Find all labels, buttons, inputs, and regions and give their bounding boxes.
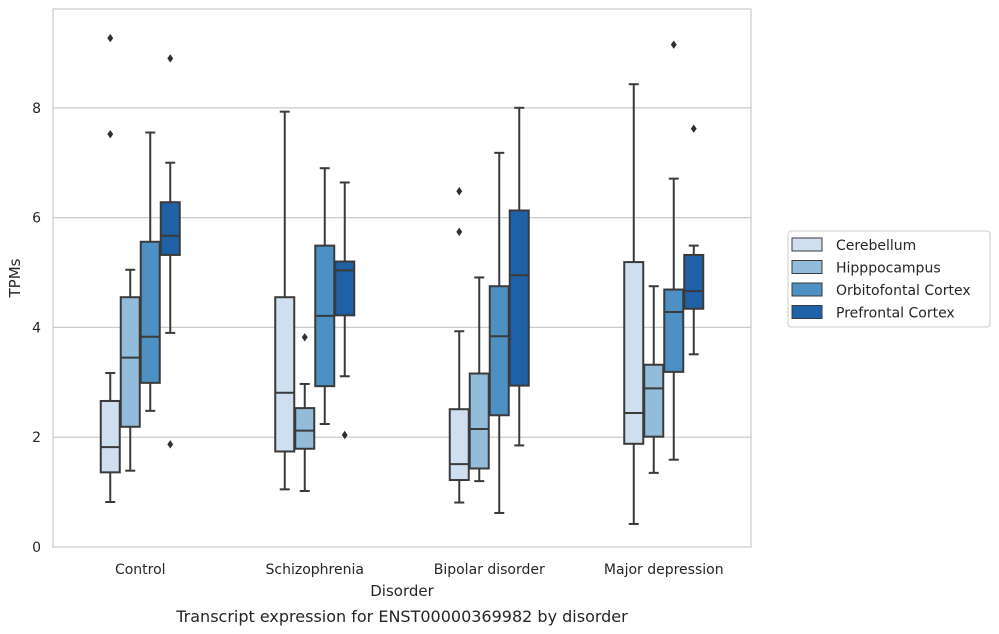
box-3-1 <box>643 285 665 474</box>
box-body <box>159 201 181 256</box>
box-0-0 <box>99 371 121 503</box>
outlier-point <box>670 40 677 49</box>
box-body <box>488 285 510 417</box>
box-body <box>448 408 470 482</box>
outlier-point <box>690 124 697 133</box>
outlier-point <box>107 129 114 139</box>
y-tick-label: 4 <box>32 320 41 336</box>
box-body <box>468 372 490 470</box>
box-1-2 <box>314 167 336 426</box>
x-tick-label: Bipolar disorder <box>434 562 545 578</box>
box-0-1 <box>119 268 141 472</box>
box-2-1 <box>468 276 490 483</box>
legend-label: Prefrontal Cortex <box>836 306 955 322</box>
legend-swatch <box>791 237 823 252</box>
legend-swatch <box>791 260 823 274</box>
box-1-1 <box>294 382 316 493</box>
box-body <box>508 209 530 387</box>
box-body <box>663 288 685 373</box>
legend-label: Cerebellum <box>836 238 916 254</box>
box-body <box>643 363 665 438</box>
box-3-2 <box>663 177 685 461</box>
box-layer <box>99 33 705 525</box>
box-body <box>274 296 296 453</box>
x-tick-labels: Control Schizophrenia Bipolar disorder Majo… <box>115 562 724 578</box>
box-2-3 <box>508 106 530 447</box>
y-tick-label: 2 <box>32 430 41 446</box>
x-tick-label: Control <box>115 562 166 578</box>
legend-label: Orbitofontal Cortex <box>836 283 971 299</box>
y-tick-label: 0 <box>32 540 41 556</box>
box-0-3 <box>159 161 181 334</box>
outlier-point <box>107 33 114 43</box>
box-body <box>99 399 121 474</box>
outlier-point <box>341 430 348 440</box>
box-0-2 <box>139 131 161 412</box>
y-tick-label: 6 <box>32 211 41 227</box>
x-tick-label: Major depression <box>604 562 724 578</box>
legend-label: Hipppocampus <box>836 261 941 277</box>
box-body <box>119 296 141 428</box>
box-1-3 <box>334 181 356 378</box>
legend-swatch <box>791 305 823 319</box>
outlier-point <box>301 333 308 342</box>
legend-swatch <box>791 282 823 297</box>
box-3-0 <box>623 83 645 525</box>
x-axis-label: Disorder <box>370 582 434 600</box>
box-3-3 <box>683 244 705 356</box>
box-body <box>294 407 316 450</box>
legend: Cerebellum Hipppocampus Orbitofontal Corte… <box>787 230 991 328</box>
box-1-0 <box>274 110 296 491</box>
outlier-point <box>456 187 463 196</box>
x-tick-label: Schizophrenia <box>266 562 364 578</box>
box-body <box>139 240 161 384</box>
box-body <box>334 260 356 317</box>
y-tick-labels: 0 2 4 6 8 <box>32 101 41 556</box>
y-tick-label: 8 <box>32 101 41 117</box>
chart-title: Transcript expression for ENST0000036998… <box>175 607 628 626</box>
outlier-point <box>167 440 174 449</box>
box-body <box>623 261 645 445</box>
outlier-point <box>456 227 463 237</box>
outlier-point <box>167 54 174 63</box>
legend-items: Cerebellum Hipppocampus Orbitofontal Corte… <box>791 237 971 322</box>
box-body <box>683 253 705 310</box>
y-axis-label: TPMs <box>6 258 24 298</box>
legend-frame <box>787 230 991 328</box>
